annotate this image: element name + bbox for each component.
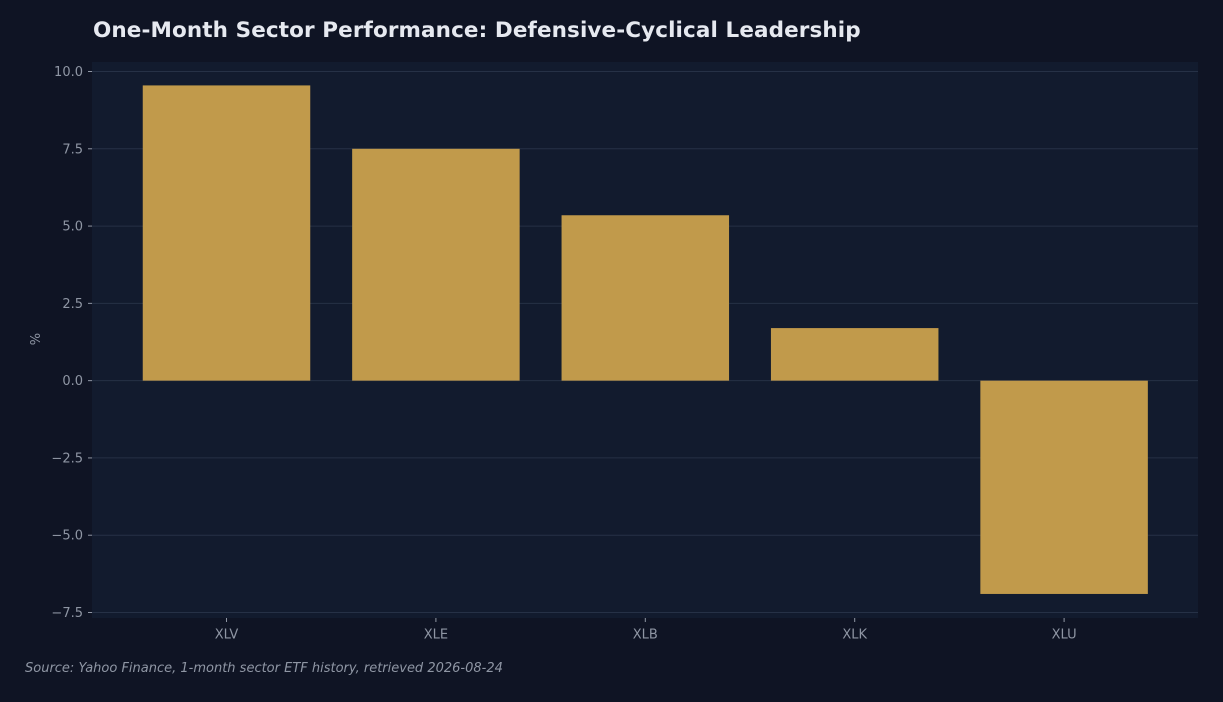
y-tick-label: −2.5: [51, 451, 83, 466]
x-tick-label-xlk: XLK: [842, 628, 867, 643]
y-tick-label: −7.5: [51, 606, 83, 621]
y-tick-label: 7.5: [62, 142, 83, 157]
x-tick-label-xlv: XLV: [215, 628, 239, 643]
source-note: Source: Yahoo Finance, 1-month sector ET…: [25, 661, 503, 676]
x-tick-label-xlu: XLU: [1052, 628, 1077, 643]
y-tick-label: 0.0: [62, 374, 83, 389]
x-tick-label-xlb: XLB: [633, 628, 658, 643]
y-tick-label: 10.0: [54, 65, 83, 80]
bar-xlb: [561, 215, 730, 381]
bar-xlu: [980, 380, 1148, 594]
y-tick-label: 5.0: [62, 220, 83, 235]
bar-xlk: [770, 328, 939, 381]
bar-xle: [352, 148, 520, 381]
bar-xlv: [142, 85, 311, 381]
y-tick-label: −5.0: [51, 529, 83, 544]
chart-title: One-Month Sector Performance: Defensive-…: [93, 18, 861, 43]
y-axis-label: %: [29, 333, 44, 345]
x-axis: XLV XLE XLB XLK XLU: [215, 618, 1077, 643]
bars: [142, 85, 1148, 594]
y-tick-label: 2.5: [62, 297, 83, 312]
x-tick-label-xle: XLE: [424, 628, 448, 643]
y-axis: 10.0 7.5 5.0 2.5 0.0 −2.5 −5.0 −7.5: [51, 65, 92, 621]
